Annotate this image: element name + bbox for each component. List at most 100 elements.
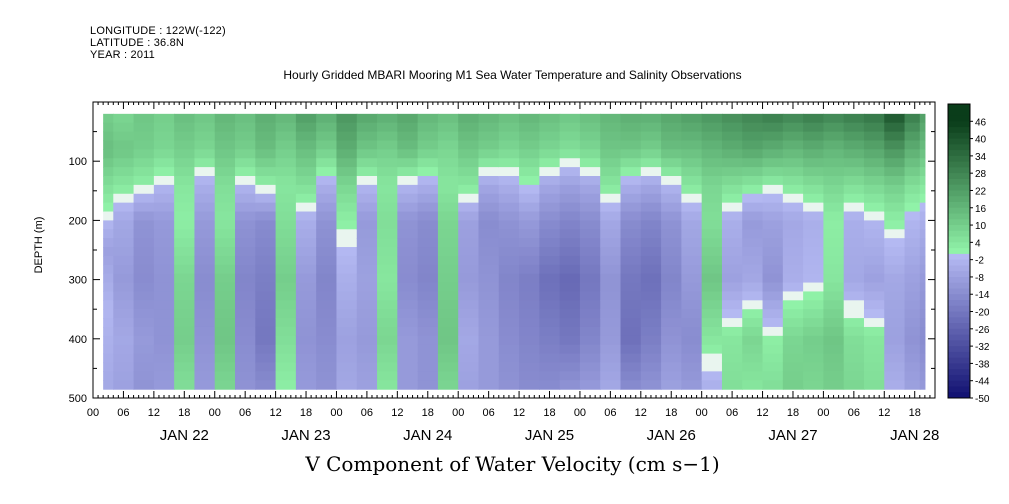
heatmap-cell	[600, 353, 622, 364]
heatmap-cell	[640, 149, 662, 159]
heatmap-cell	[174, 193, 196, 204]
heatmap-cell	[823, 300, 845, 310]
heatmap-cell	[153, 300, 175, 310]
heatmap-cell	[356, 380, 378, 390]
heatmap-cell	[843, 255, 865, 266]
heatmap-cell	[519, 122, 540, 133]
heatmap-cell	[397, 220, 419, 230]
heatmap-cell	[397, 282, 419, 293]
heatmap-cell	[884, 202, 906, 213]
heatmap-cell	[113, 211, 135, 221]
heatmap-cell	[437, 326, 459, 337]
heatmap-cell	[600, 176, 622, 186]
heatmap-cell	[843, 220, 865, 230]
heatmap-cell	[275, 176, 297, 186]
heatmap-cell	[884, 220, 906, 230]
heatmap-cell	[701, 362, 723, 372]
heatmap-cell	[275, 167, 297, 177]
heatmap-cell	[437, 255, 459, 266]
heatmap-cell	[742, 282, 764, 293]
heatmap-cell	[803, 318, 825, 328]
heatmap-cell	[721, 326, 743, 337]
heatmap-cell	[701, 335, 723, 346]
heatmap-cell	[721, 131, 743, 142]
heatmap-cell	[701, 184, 723, 195]
heatmap-cell	[336, 291, 358, 301]
heatmap-cell	[620, 131, 642, 142]
heatmap-cell	[133, 247, 155, 257]
heatmap-cell	[336, 229, 358, 239]
colorbar-band	[948, 311, 970, 318]
heatmap-cell	[174, 255, 196, 266]
heatmap-cell	[498, 344, 520, 355]
heatmap-cell	[437, 362, 459, 372]
x-tick-label: 18	[787, 407, 799, 419]
heatmap-cell	[559, 167, 581, 177]
heatmap-cell	[661, 202, 682, 213]
heatmap-cell	[356, 220, 378, 230]
heatmap-cell	[884, 122, 906, 133]
heatmap-cell	[620, 113, 642, 124]
heatmap-cell	[661, 122, 682, 133]
x-tick-label: 12	[269, 407, 281, 419]
heatmap-cell	[843, 326, 865, 337]
colorbar-band	[948, 363, 970, 370]
heatmap-cell	[681, 344, 703, 355]
heatmap-cell	[803, 264, 825, 275]
heatmap-cell	[336, 184, 358, 195]
heatmap-cell	[478, 220, 500, 230]
heatmap-cell	[559, 220, 581, 230]
heatmap-cell	[377, 380, 398, 390]
heatmap-cell	[174, 184, 196, 195]
heatmap-cell	[559, 184, 581, 195]
heatmap-cell	[904, 353, 921, 364]
heatmap-cell	[103, 273, 114, 284]
heatmap-cell	[194, 176, 216, 186]
heatmap-cell	[194, 184, 216, 195]
heatmap-cell	[539, 220, 561, 230]
x-tick-label: 00	[696, 407, 708, 419]
heatmap-cell	[214, 300, 236, 310]
heatmap-cell	[919, 300, 926, 310]
heatmap-cell	[174, 362, 196, 372]
heatmap-cell	[904, 380, 921, 390]
heatmap-cell	[235, 335, 256, 346]
heatmap-cell	[579, 238, 601, 248]
heatmap-cell	[113, 229, 135, 239]
heatmap-cell	[498, 371, 520, 381]
heatmap-cell	[437, 238, 459, 248]
heatmap-cell	[498, 247, 520, 257]
heatmap-cell	[661, 300, 682, 310]
heatmap-cell	[803, 380, 825, 390]
heatmap-cell	[620, 176, 642, 186]
heatmap-cell	[133, 318, 155, 328]
heatmap-cell	[762, 140, 784, 150]
heatmap-cell	[843, 309, 865, 319]
heatmap-cell	[377, 282, 398, 293]
heatmap-cell	[458, 300, 480, 310]
heatmap-cell	[823, 131, 845, 142]
heatmap-cell	[559, 211, 581, 221]
heatmap-cell	[721, 362, 743, 372]
heatmap-cell	[640, 211, 662, 221]
heatmap-cell	[235, 309, 256, 319]
heatmap-cell	[681, 131, 703, 142]
heatmap-cell	[478, 380, 500, 390]
heatmap-cell	[377, 264, 398, 275]
heatmap-cell	[843, 353, 865, 364]
heatmap-cell	[133, 282, 155, 293]
heatmap-cell	[214, 371, 236, 381]
heatmap-cell	[559, 309, 581, 319]
heatmap-cell	[397, 291, 419, 301]
heatmap-cell	[721, 167, 743, 177]
heatmap-cell	[316, 318, 338, 328]
heatmap-cell	[701, 220, 723, 230]
heatmap-cell	[336, 282, 358, 293]
heatmap-cell	[701, 264, 723, 275]
heatmap-cell	[904, 291, 921, 301]
heatmap-cell	[803, 202, 825, 213]
heatmap-cell	[214, 176, 236, 186]
heatmap-cell	[884, 184, 906, 195]
heatmap-cell	[356, 238, 378, 248]
heatmap-cell	[661, 264, 682, 275]
